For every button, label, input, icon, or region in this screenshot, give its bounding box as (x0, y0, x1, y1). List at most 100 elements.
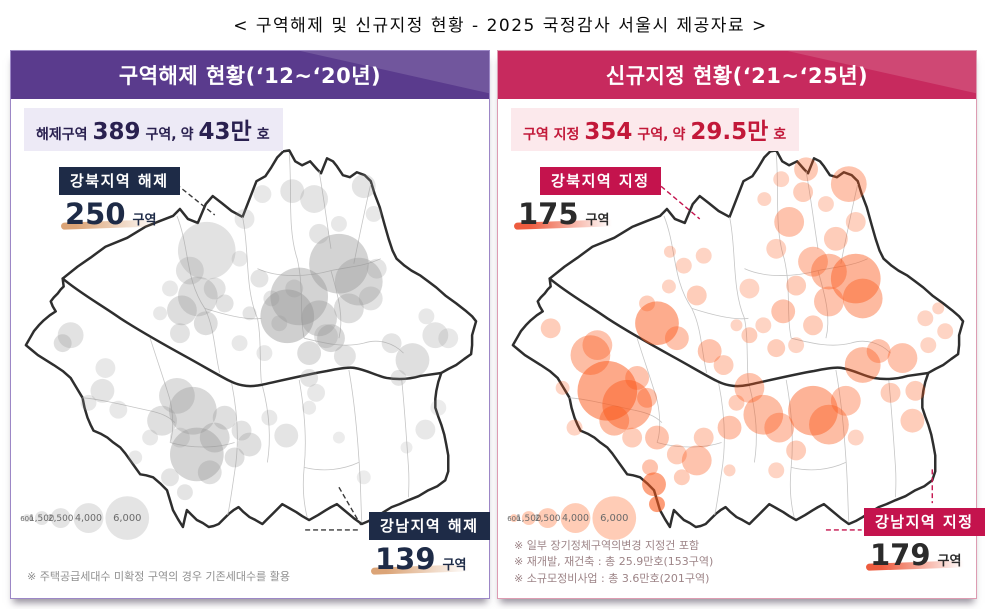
zone-bubble (351, 174, 376, 199)
zone-bubble (415, 419, 436, 440)
zone-bubble (730, 319, 743, 332)
legend-label: 4,000 (562, 513, 589, 524)
footnote-line: ※ 재개발, 재건축 : 총 25.9만호(153구역) (514, 555, 714, 568)
zone-bubble (57, 322, 84, 349)
zone-bubble (274, 423, 299, 448)
zone-bubble (270, 267, 329, 326)
legend-label: 1,500 (29, 514, 55, 524)
zone-bubble (811, 253, 847, 290)
zone-bubble (231, 335, 248, 352)
zone-bubble (675, 257, 692, 274)
zone-bubble (253, 185, 272, 204)
zone-bubble (794, 157, 818, 182)
callout-value-row: 179 구역 (865, 538, 968, 572)
panel-dezoned-header: 구역해제 현황(‘12~‘20년) (11, 51, 489, 99)
zone-bubble (307, 383, 326, 402)
zone-bubble (309, 223, 329, 244)
zone-bubble (830, 166, 867, 203)
zone-bubble (162, 280, 178, 297)
zone-bubble (170, 427, 190, 448)
zone-bubble (713, 355, 734, 375)
dezoned-footnotes: ※ 주택공급세대수 미확정 구역의 경우 기존세대수를 활용 (27, 569, 290, 586)
zone-bubble (300, 185, 329, 213)
callout-zone-count: 250 (65, 197, 126, 231)
footnote-line: ※ 소규모정비사업 : 총 3.6만호(201구역) (514, 571, 710, 585)
zone-bubble (167, 295, 197, 326)
zone-bubble (555, 380, 570, 395)
zone-bubble (830, 253, 881, 304)
zone-bubble (786, 440, 807, 461)
zone-bubble (809, 404, 849, 445)
zone-bubble (390, 369, 407, 386)
zone-bubble (625, 366, 650, 390)
zone-bubble (256, 345, 273, 362)
bubble-layer (540, 157, 954, 513)
zone-bubble (334, 257, 383, 306)
zone-bubble (932, 302, 945, 315)
zone-bubble (285, 279, 304, 298)
zone-bubble (280, 179, 305, 204)
panel-newly-designated: 신규지정 현황(‘21~‘25년) 구역 지정 354 구역, 약 29.5만 … (497, 50, 985, 599)
panel-designated-header: 신규지정 현황(‘21~‘25년) (498, 51, 976, 99)
panel-dezoned-header-text: 구역해제 현황(‘12~‘20년) (118, 64, 382, 88)
zone-bubble (309, 233, 369, 294)
callout-label: 강북지역 지정 (540, 167, 661, 195)
han-river-boundary (548, 277, 930, 388)
legend-circle (592, 496, 637, 540)
zone-bubble (637, 387, 657, 408)
zone-bubble (170, 427, 224, 482)
callout-zone-unit: 구역 (442, 558, 467, 573)
zone-bubble (169, 386, 217, 435)
zone-bubble (786, 275, 807, 296)
legend-label: 2,500 (535, 514, 561, 524)
zone-bubble (330, 215, 347, 232)
district-boundaries (82, 153, 410, 523)
zone-bubble (844, 347, 881, 383)
zone-bubble (664, 326, 689, 351)
legend-label: 2,500 (48, 514, 74, 524)
zone-bubble (803, 315, 823, 336)
zone-bubble (170, 323, 190, 344)
panels-row: 구역해제 현황(‘12~‘20년) 해제구역 389 구역, 약 43만 호 6… (10, 50, 985, 599)
zone-bubble (332, 431, 345, 444)
designated-total-stat: 구역 지정 354 구역, 약 29.5만 호 (511, 108, 800, 151)
zone-bubble (645, 425, 669, 450)
zone-bubble (365, 206, 382, 222)
zone-bubble (649, 496, 665, 513)
legend-label: 1,500 (516, 514, 542, 524)
zone-bubble (95, 358, 116, 378)
zone-bubble (237, 432, 262, 457)
callout-zone-unit: 구역 (585, 213, 610, 228)
callout-zone-count: 139 (375, 542, 436, 576)
callout-zone-count: 179 (870, 538, 931, 572)
zone-bubble (788, 385, 838, 436)
zone-bubble (917, 310, 934, 327)
zone-bubble (642, 472, 666, 497)
legend-circle (50, 508, 71, 528)
zone-bubble (418, 308, 435, 325)
zone-bubble (203, 277, 226, 300)
legend-circle (509, 514, 518, 523)
zone-bubble (317, 324, 345, 353)
zone-bubble (666, 444, 687, 465)
zone-bubble (250, 269, 269, 288)
zone-bubble (356, 470, 371, 485)
callout-gangbuk-designated: 강북지역 지정 175 구역 (513, 167, 661, 231)
zone-bubble (755, 317, 772, 334)
callout-gangnam-designated: 강남지역 지정 179 구역 (864, 508, 985, 572)
zone-bubble (642, 459, 658, 476)
zone-bubble (566, 419, 583, 436)
zone-bubble (366, 258, 387, 279)
zone-bubble (723, 464, 736, 477)
zone-bubble (764, 412, 795, 443)
zone-bubble (937, 323, 954, 340)
callout-zone-count: 175 (518, 197, 579, 231)
zone-bubble (793, 182, 814, 203)
zone-bubble (887, 343, 918, 373)
zone-bubble (215, 294, 234, 313)
zone-bubble (333, 293, 364, 324)
zone-bubble (176, 484, 193, 501)
designated-footnotes: ※ 일부 장기정체구역의변경 지정건 포함 ※ 재개발, 재건축 : 총 25.9… (514, 538, 713, 588)
